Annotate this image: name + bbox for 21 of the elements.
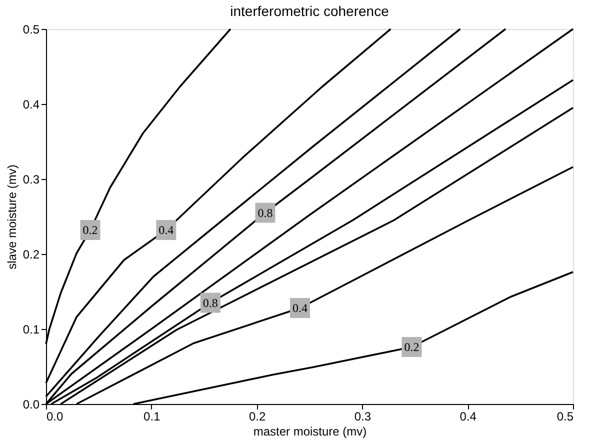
series-label: 0.8 bbox=[258, 206, 273, 220]
x-tick-label: 0.5 bbox=[556, 410, 574, 424]
series-label: 0.4 bbox=[292, 301, 308, 315]
chart-title: interferometric coherence bbox=[230, 3, 390, 19]
y-tick-label: 0.4 bbox=[22, 98, 40, 112]
series-label: 0.2 bbox=[404, 340, 420, 354]
series-label: 0.2 bbox=[82, 223, 98, 237]
y-tick-label: 0.2 bbox=[22, 248, 40, 262]
y-tick-label: 0.1 bbox=[22, 322, 40, 336]
x-axis-title: master moisture (mv) bbox=[253, 424, 367, 438]
y-tick-label: 0.5 bbox=[22, 22, 40, 36]
x-tick-label: 0.0 bbox=[46, 410, 64, 424]
x-tick-label: 0.2 bbox=[248, 410, 266, 424]
series-label: 0.8 bbox=[202, 296, 218, 310]
x-tick-label: 0.4 bbox=[460, 410, 477, 424]
y-tick-label: 0.3 bbox=[22, 172, 40, 186]
y-axis-title: slave moisture (mv) bbox=[4, 164, 19, 270]
series-label: 0.4 bbox=[158, 223, 174, 237]
x-tick-label: 0.1 bbox=[144, 410, 161, 424]
y-tick-label: 0.0 bbox=[22, 398, 40, 412]
x-tick-label: 0.3 bbox=[354, 410, 372, 424]
